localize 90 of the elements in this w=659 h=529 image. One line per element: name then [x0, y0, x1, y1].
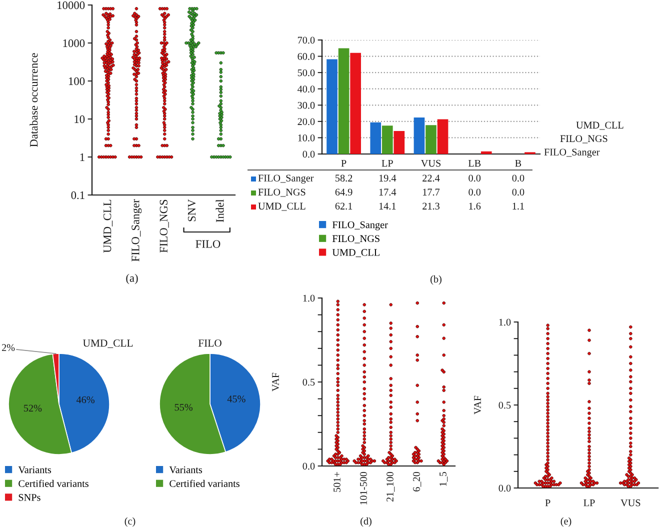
x-tick-label: LP: [584, 500, 595, 506]
data-label: 14.1: [379, 202, 396, 210]
text: FILO_NGS: [560, 135, 608, 144]
data-label: 1.6: [469, 202, 481, 210]
text: (d): [360, 517, 372, 527]
data-label: 0.0: [468, 174, 481, 182]
data-label: 62.1: [335, 202, 352, 210]
y-tick-label: 0.5: [498, 402, 511, 409]
data-label: 45%: [227, 396, 246, 402]
data-label: 22.4: [422, 174, 440, 182]
x-tick-label: SNV: [188, 199, 196, 222]
data-label: 2%: [2, 344, 15, 352]
y-tick-label: 60.0: [298, 53, 315, 60]
y-tick-label: 30.0: [298, 102, 315, 109]
data-label: 46%: [76, 396, 94, 404]
data-label: 21.3: [422, 202, 440, 210]
data-label: 55%: [174, 404, 193, 411]
bar: [437, 119, 448, 154]
bar: [370, 122, 382, 154]
y-tick-label: 0.0: [302, 462, 315, 470]
text: (b): [430, 275, 442, 285]
x-tick-label: FILO_Sanger: [132, 199, 142, 262]
text: UMD_CLL: [576, 122, 624, 130]
text: FILO_NGS: [332, 235, 380, 244]
y-tick-label: 40.0: [298, 86, 315, 93]
x-tick-label: P: [545, 500, 550, 506]
x-tick-label: 101-500: [360, 472, 367, 504]
x-tick-label: 21_100: [386, 472, 395, 502]
bar: [382, 126, 393, 154]
data-label: 64.9: [335, 188, 352, 196]
bar: [338, 48, 350, 154]
x-tick-label: LP: [382, 160, 393, 167]
bar: [426, 125, 436, 154]
data-label: 0.0: [468, 188, 481, 196]
data-label: 17.7: [423, 188, 440, 196]
chart-title: UMD_CLL: [82, 339, 133, 348]
legend-label: Certified variants: [170, 480, 240, 488]
legend-label: SNPs: [18, 494, 40, 501]
data-label: 0.0: [512, 188, 524, 196]
x-tick-label: VUS: [420, 160, 441, 167]
y-tick-label: 50.0: [298, 69, 315, 76]
data-label: 52%: [24, 404, 42, 412]
y-tick-label: 0.5: [302, 378, 315, 386]
x-tick-label: UMD_CLL: [104, 200, 113, 253]
y-tick-label: 1.0: [499, 318, 511, 326]
y-tick-label: 10: [74, 115, 85, 124]
y-axis-title: VAF: [272, 372, 279, 392]
data-label: 19.4: [379, 174, 396, 182]
y-axis-title: Database occurrence: [30, 53, 38, 147]
x-tick-label: B: [515, 160, 522, 167]
text: FILO_Sanger: [544, 148, 600, 158]
bar: [326, 59, 338, 154]
x-tick-label: VUS: [620, 499, 640, 506]
data-label: 1.1: [512, 202, 524, 210]
bar: [394, 131, 405, 154]
y-tick-label: 0.0: [302, 150, 315, 158]
y-tick-label: 1.0: [303, 294, 315, 302]
y-tick-label: 0.0: [498, 484, 511, 492]
y-tick-label: 1000: [63, 39, 85, 48]
data-label: 17.4: [379, 188, 396, 196]
x-tick-label: P: [341, 160, 346, 167]
bar: [350, 52, 361, 154]
data-label: 0.0: [512, 174, 524, 182]
data-label: 58.2: [336, 174, 352, 182]
x-tick-label: FILO_NGS: [160, 200, 169, 253]
y-tick-label: 70.0: [298, 36, 315, 44]
y-tick-label: 10000: [58, 1, 85, 10]
bar: [414, 118, 425, 154]
chart-title: FILO: [198, 339, 222, 347]
y-tick-label: 10.0: [298, 134, 315, 142]
text: (a): [126, 274, 138, 284]
y-tick-label: 0.1: [71, 191, 84, 200]
text: (c): [124, 517, 136, 527]
legend-label: FILO_NGS: [258, 188, 306, 197]
text: FILO: [196, 240, 220, 248]
legend-label: Certified variants: [18, 480, 88, 488]
y-tick-label: 20.0: [298, 118, 315, 126]
legend-label: Variants: [18, 466, 52, 474]
y-tick-label: 1: [80, 153, 84, 161]
x-tick-label: 6_20: [413, 472, 422, 492]
bar: [480, 151, 492, 154]
x-tick-label: Indel: [216, 199, 224, 222]
x-tick-label: LB: [468, 160, 481, 167]
y-tick-label: 100: [68, 77, 85, 86]
legend-label: FILO_Sanger: [258, 174, 314, 184]
x-tick-label: 1_5: [440, 472, 448, 486]
legend-label: Variants: [169, 466, 202, 474]
x-tick-label: 501+: [334, 472, 340, 492]
y-axis-title: VAF: [474, 396, 481, 414]
text: (e): [560, 517, 572, 527]
